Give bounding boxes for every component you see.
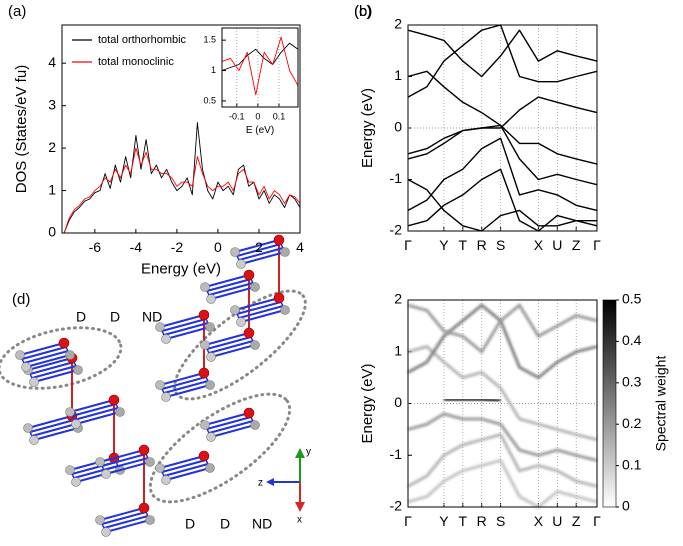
y-tick-label: -2 (390, 498, 403, 514)
y-axis-title: Energy (eV) (359, 88, 376, 168)
spectral-band (407, 302, 598, 355)
label: D (76, 309, 86, 325)
series-line (221, 42, 299, 71)
legend-label: total monoclinic (98, 56, 174, 68)
x-tick-label: R (477, 237, 487, 253)
colorbar-tick-label: 0.1 (622, 456, 642, 472)
plot-frame (407, 24, 598, 232)
panel-label: (c) (354, 3, 372, 20)
y-tick-label: 0.5 (203, 95, 216, 105)
y-tick-label: 4 (48, 54, 56, 70)
axis-label: z (258, 478, 263, 489)
y-tick-label: 1 (48, 181, 56, 197)
y-tick-label: 1 (394, 342, 402, 358)
y-tick-label: 0 (48, 224, 56, 240)
series-line (221, 36, 299, 96)
y-tick-label: -2 (390, 222, 403, 238)
y-axis-title: Energy (eV) (359, 363, 376, 443)
colorbar-tick-label: 0.4 (622, 332, 642, 348)
y-tick-label: 2 (394, 16, 402, 32)
label: ND (142, 309, 162, 325)
label: D (220, 516, 230, 532)
colorbar-tick-label: 0.5 (622, 291, 642, 307)
x-tick-label: X (534, 513, 544, 529)
series-line (63, 122, 301, 234)
legend-label: total orthorhombic (98, 34, 187, 46)
panel-label: (b) (354, 3, 372, 20)
panel-label: (a) (8, 3, 26, 20)
y-tick-label: 2 (48, 139, 56, 155)
colorbar-tick-label: 0.2 (622, 415, 642, 431)
x-tick-label: X (534, 237, 544, 253)
x-tick-label: -6 (89, 239, 102, 255)
x-tick-label: S (496, 513, 505, 529)
colorbar-label: Spectral weight (653, 356, 669, 452)
plot-frame (407, 299, 598, 508)
y-tick-label: 1 (211, 65, 216, 75)
series-line (407, 137, 598, 212)
colorbar (602, 299, 617, 508)
y-tick-label: -1 (390, 446, 403, 462)
spectral-band (407, 344, 598, 442)
structure-diagram: (d) D D ND D D ND y z x (0, 235, 311, 537)
x-tick-label: Y (439, 513, 449, 529)
x-tick-label: U (552, 237, 562, 253)
plot-area (222, 28, 298, 107)
x-axis-title: Energy (eV) (141, 260, 221, 277)
plot-frame (61, 24, 301, 234)
series-line (407, 70, 598, 165)
x-tick-label: Γ (593, 513, 601, 529)
x-tick-label: 4 (296, 239, 304, 255)
plot-frame (221, 27, 299, 108)
x-tick-label: -2 (171, 239, 184, 255)
spectral-band (407, 412, 598, 462)
plot-area (408, 300, 597, 507)
x-tick-label: Z (572, 513, 581, 529)
label: D (110, 309, 120, 325)
x-tick-label: U (552, 513, 562, 529)
x-tick-label: T (459, 237, 468, 253)
series-line (63, 147, 301, 234)
series-line (407, 168, 598, 232)
x-tick-label: R (477, 513, 487, 529)
y-tick-label: 0 (394, 119, 402, 135)
x-axis-title: E (eV) (246, 125, 274, 136)
spectral-band (407, 458, 598, 509)
x-tick-label: Γ (593, 237, 601, 253)
axis-label: y (306, 447, 311, 458)
series-line (407, 96, 598, 160)
y-axis-title: DOS (States/eV fu) (13, 65, 30, 193)
x-tick-label: 0.1 (273, 111, 286, 121)
x-tick-label: S (496, 237, 505, 253)
y-tick-label: 1 (394, 67, 402, 83)
x-tick-label: Z (572, 237, 581, 253)
axis-label: x (297, 515, 302, 526)
label: D (185, 516, 195, 532)
y-tick-label: 1.5 (203, 35, 216, 45)
y-tick-label: 0 (394, 394, 402, 410)
y-tick-label: 3 (48, 96, 56, 112)
spectral-band (407, 432, 598, 488)
x-tick-label: -4 (130, 239, 143, 255)
x-tick-label: Γ (404, 237, 412, 253)
series-line (407, 178, 597, 232)
x-tick-label: -0.1 (229, 111, 245, 121)
x-tick-label: 0 (255, 111, 260, 121)
panel-label: (d) (12, 291, 30, 308)
x-tick-label: 2 (255, 239, 263, 255)
colorbar-tick-label: 0.3 (622, 374, 642, 390)
label: ND (252, 516, 272, 532)
x-tick-label: Γ (404, 513, 412, 529)
y-tick-label: -1 (390, 170, 403, 186)
x-tick-label: Y (439, 237, 449, 253)
spectral-band (443, 397, 501, 403)
x-tick-label: T (459, 513, 468, 529)
series-line (407, 29, 598, 78)
colorbar-tick-label: 0 (622, 498, 630, 514)
x-tick-label: 0 (214, 239, 222, 255)
y-tick-label: 2 (394, 291, 402, 307)
